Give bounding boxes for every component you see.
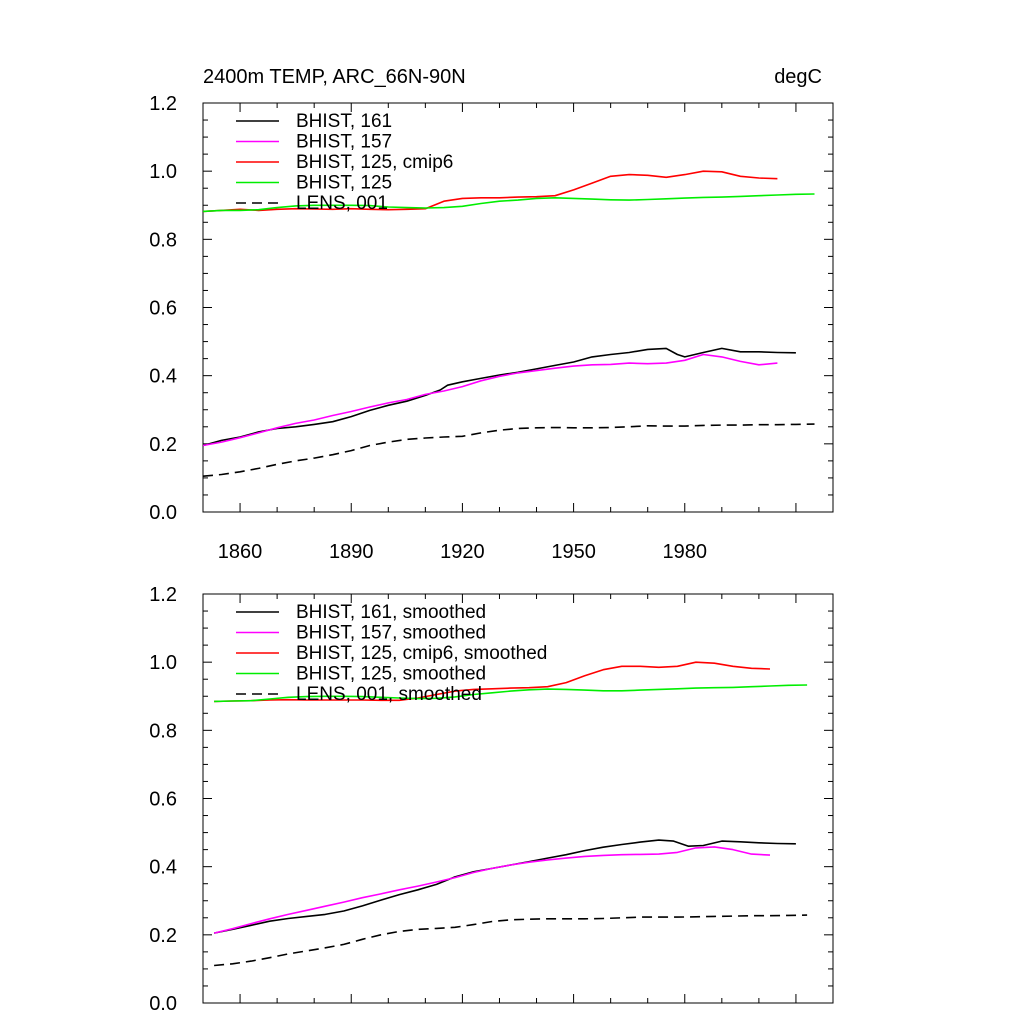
y-tick-label: 0.0 <box>149 502 177 524</box>
y-tick-label: 1.0 <box>149 652 177 674</box>
y-tick-label: 1.2 <box>149 93 177 115</box>
series-line <box>202 193 815 213</box>
series-line <box>202 423 815 477</box>
y-tick-label: 0.2 <box>149 434 177 456</box>
plot-title: 2400m TEMP, ARC_66N-90N <box>203 66 466 88</box>
y-tick-label: 0.8 <box>149 229 177 251</box>
series-line <box>202 353 778 447</box>
legend-label: BHIST, 125, cmip6, smoothed <box>296 643 547 664</box>
top-panel: 2400m TEMP, ARC_66N-90N degC 0.00.20.40.… <box>149 66 834 563</box>
y-tick-label: 0.6 <box>149 789 177 811</box>
series-line <box>214 661 771 703</box>
y-tick-label: 1.2 <box>149 584 177 606</box>
legend-label: BHIST, 161 <box>296 111 392 132</box>
legend-label: BHIST, 157 <box>296 132 392 153</box>
legend-label: BHIST, 161, smoothed <box>296 602 486 623</box>
y-tick-label: 0.4 <box>149 857 177 879</box>
series-group <box>202 170 815 477</box>
series-line <box>214 914 808 967</box>
y-tick-label: 0.4 <box>149 366 177 388</box>
legend-label: LENS, 001 <box>296 193 388 214</box>
x-tick-label: 1920 <box>440 541 485 563</box>
series-group <box>213 661 808 967</box>
y-tick-label: 0.2 <box>149 925 177 947</box>
series-line <box>214 684 808 703</box>
bottom-panel: 0.0 0.2 0.4 0.6 0.8 1.0 1.2 BHIST, 161, smooth… <box>149 584 834 1015</box>
y-tick-label: 1.0 <box>149 161 177 183</box>
legend-label: BHIST, 125, cmip6 <box>296 152 453 173</box>
y-tick-label: 0.0 <box>149 993 177 1015</box>
legend-label: BHIST, 157, smoothed <box>296 623 486 644</box>
legend-label: LENS, 001, smoothed <box>296 684 482 705</box>
series-line <box>213 839 796 934</box>
y-tick-label: 0.6 <box>149 298 177 320</box>
axis-ticks: 0.0 0.2 0.4 0.6 0.8 1.0 1.2 <box>149 584 834 1015</box>
y-tick-label: 0.8 <box>149 720 177 742</box>
x-tick-label: 1860 <box>218 541 263 563</box>
series-line <box>213 846 771 934</box>
series-line <box>202 347 796 447</box>
legend-label: BHIST, 125, smoothed <box>296 664 486 685</box>
series-line <box>202 170 778 213</box>
legend-label: BHIST, 125 <box>296 173 392 194</box>
x-tick-label: 1950 <box>551 541 596 563</box>
x-tick-label: 1890 <box>329 541 374 563</box>
axis-ticks: 0.0 0.2 0.4 0.6 0.8 1.0 1.2 1860 1890 1920 1950 198… <box>149 93 834 563</box>
x-tick-label: 1980 <box>663 541 708 563</box>
units-label: degC <box>774 66 822 88</box>
